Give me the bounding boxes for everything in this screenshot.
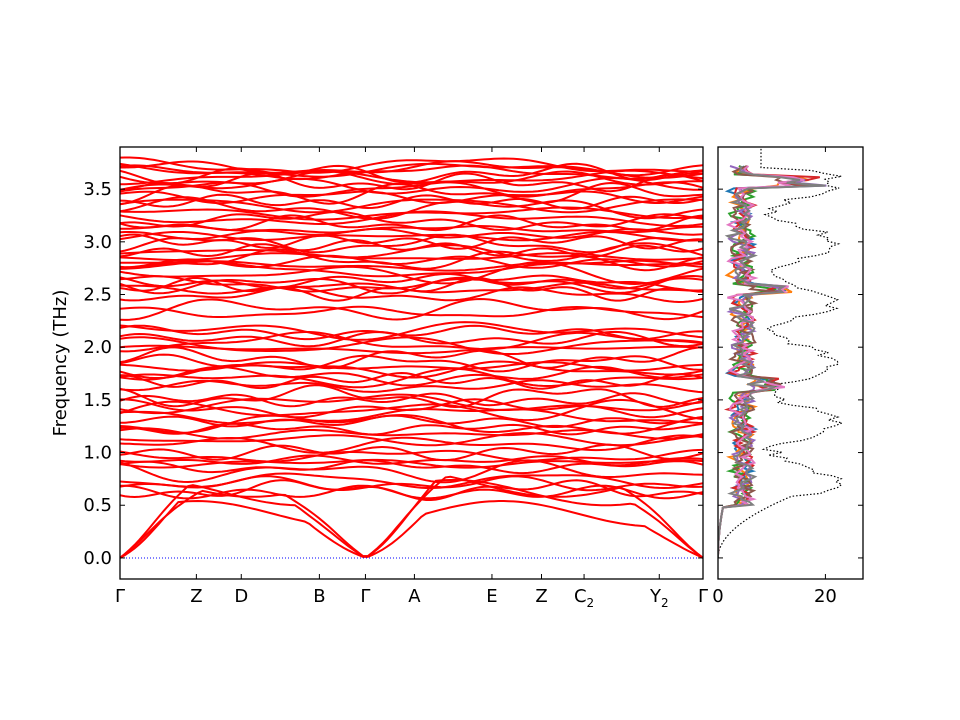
partial-dos-curve bbox=[718, 165, 827, 558]
band-lines bbox=[120, 156, 703, 559]
x-tick-label: Γ bbox=[115, 586, 125, 607]
partial-dos-curve bbox=[718, 165, 809, 558]
band-line bbox=[120, 361, 703, 372]
band-line bbox=[120, 384, 703, 409]
dos-x-axis-ticks: 0 20 bbox=[712, 147, 837, 607]
x-tick-label: B bbox=[313, 586, 325, 607]
band-line bbox=[120, 260, 703, 272]
band-line bbox=[120, 321, 703, 341]
band-line bbox=[120, 261, 703, 286]
y-tick-label: 3.0 bbox=[83, 232, 112, 253]
x-tick-label: Z bbox=[190, 586, 202, 607]
band-line bbox=[120, 454, 703, 467]
y-tick-label: 2.0 bbox=[83, 337, 112, 358]
y-axis-ticks: 0.0 0.5 1.0 1.5 2.0 2.5 3.0 3.5 bbox=[83, 179, 703, 569]
band-line bbox=[120, 190, 703, 205]
y-tick-label: 3.5 bbox=[83, 179, 112, 200]
band-line bbox=[120, 248, 703, 272]
partial-dos-curve bbox=[718, 165, 805, 558]
partial-dos-curve bbox=[718, 165, 816, 558]
high-symmetry-lines bbox=[195, 147, 660, 579]
dos-x-tick-label: 20 bbox=[814, 586, 837, 607]
band-line bbox=[120, 214, 703, 232]
band-axes-frame bbox=[119, 146, 704, 580]
band-line bbox=[120, 353, 703, 373]
dos-panel: 0 20 bbox=[712, 146, 864, 607]
x-tick-label: A bbox=[408, 586, 421, 607]
band-line bbox=[120, 239, 703, 258]
x-tick-label: E bbox=[486, 586, 497, 607]
x-tick-label: D bbox=[234, 586, 248, 607]
y-tick-label: 2.5 bbox=[83, 285, 112, 306]
band-line bbox=[120, 398, 703, 419]
total-dos-curve bbox=[718, 147, 845, 558]
band-line bbox=[120, 274, 703, 293]
y-tick-label: 1.5 bbox=[83, 390, 112, 411]
y-tick-label: 1.0 bbox=[83, 443, 112, 464]
band-line bbox=[120, 367, 703, 389]
band-line bbox=[120, 479, 703, 501]
x-tick-label: Γ bbox=[698, 586, 708, 607]
x-tick-label: Y2 bbox=[649, 586, 669, 610]
band-line bbox=[120, 160, 703, 177]
band-line bbox=[120, 413, 703, 435]
y-axis-label: Frequency (THz) bbox=[50, 290, 71, 437]
band-line bbox=[120, 297, 703, 321]
total-dos-line bbox=[718, 147, 845, 558]
band-line bbox=[120, 170, 703, 186]
band-line bbox=[120, 414, 703, 428]
dos-y-axis-ticks bbox=[718, 188, 863, 559]
band-line bbox=[120, 254, 703, 269]
band-line bbox=[120, 193, 703, 210]
partial-dos-curve bbox=[718, 165, 826, 558]
band-line bbox=[120, 472, 703, 490]
band-line bbox=[120, 459, 703, 484]
band-line bbox=[120, 305, 703, 319]
band-line bbox=[120, 379, 703, 394]
dos-x-tick-label: 0 bbox=[712, 586, 723, 607]
band-line bbox=[120, 156, 703, 174]
band-line bbox=[120, 233, 703, 250]
band-structure-panel: 0.0 0.5 1.0 1.5 2.0 2.5 3.0 3.5 Γ Z D B Γ A E Z C2 Y2 Γ F… bbox=[50, 146, 708, 610]
band-line bbox=[120, 371, 703, 390]
partial-dos-curve bbox=[718, 165, 821, 558]
partial-dos-curve bbox=[718, 165, 806, 558]
x-tick-label: Z bbox=[535, 586, 547, 607]
y-tick-label: 0.0 bbox=[83, 548, 112, 569]
band-line bbox=[120, 431, 703, 447]
dos-axes-frame bbox=[717, 146, 864, 580]
band-line bbox=[120, 499, 703, 559]
band-line bbox=[120, 285, 703, 304]
partial-dos-curve bbox=[718, 165, 805, 558]
band-line bbox=[120, 252, 703, 262]
band-line bbox=[120, 210, 703, 231]
y-tick-label: 0.5 bbox=[83, 495, 112, 516]
x-tick-label: C2 bbox=[574, 586, 594, 610]
band-line bbox=[120, 172, 703, 193]
band-line bbox=[120, 273, 703, 290]
band-line bbox=[120, 324, 703, 341]
partial-dos-lines bbox=[718, 165, 827, 558]
band-line bbox=[120, 206, 703, 221]
x-tick-label: Γ bbox=[360, 586, 370, 607]
x-axis-ticks: Γ Z D B Γ A E Z C2 Y2 Γ bbox=[115, 586, 708, 610]
band-line bbox=[120, 331, 703, 353]
band-line bbox=[120, 393, 703, 415]
